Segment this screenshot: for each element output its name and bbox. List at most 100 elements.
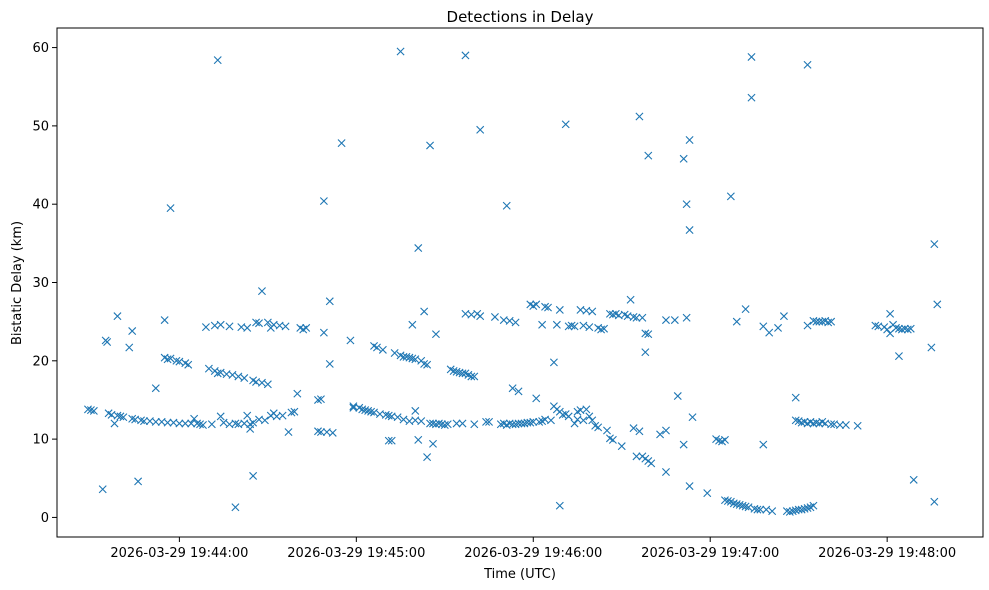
data-point (249, 471, 258, 480)
data-point (86, 406, 95, 415)
data-point (431, 330, 440, 339)
data-point (240, 374, 249, 383)
data-point (720, 496, 729, 505)
data-point (738, 501, 747, 510)
data-point (803, 504, 812, 513)
data-point (505, 316, 514, 325)
data-point (399, 415, 408, 424)
data-point (252, 318, 261, 327)
data-point (756, 505, 765, 514)
data-point (255, 319, 263, 328)
data-point (588, 307, 597, 316)
data-point (113, 312, 122, 321)
x-tick-label: 2026-03-29 19:47:00 (641, 546, 779, 561)
data-point (541, 302, 550, 311)
data-point (175, 357, 184, 366)
data-point (116, 412, 125, 421)
data-point (411, 355, 420, 364)
data-point (228, 370, 237, 379)
data-point (231, 503, 240, 512)
data-point (529, 417, 538, 426)
data-point (570, 322, 579, 331)
data-point (661, 426, 670, 435)
data-point (535, 417, 544, 426)
data-point (759, 322, 768, 331)
data-point (679, 154, 688, 163)
data-point (452, 419, 461, 428)
data-point (287, 408, 296, 417)
data-point (682, 313, 691, 322)
data-point (89, 406, 98, 415)
data-point (201, 323, 210, 332)
data-point (741, 502, 750, 511)
data-point (314, 427, 322, 436)
data-point (151, 384, 160, 393)
data-point (434, 419, 443, 428)
data-point (570, 419, 579, 428)
data-point (511, 318, 520, 327)
data-point (661, 316, 670, 325)
data-point (532, 300, 541, 309)
data-point (673, 392, 682, 401)
data-point (685, 226, 694, 235)
data-point (278, 411, 287, 420)
data-point (803, 321, 812, 330)
data-point (797, 505, 806, 514)
data-point (204, 364, 213, 373)
data-point (735, 500, 744, 509)
y-axis: 0 10 20 30 40 50 60 (32, 41, 57, 526)
data-point (930, 497, 939, 506)
data-point (585, 412, 594, 421)
data-point (257, 287, 266, 296)
data-point (608, 435, 617, 444)
data-point (647, 459, 656, 468)
data-point (257, 378, 266, 387)
data-point (894, 352, 903, 361)
data-point (160, 316, 169, 325)
data-point (788, 507, 797, 516)
data-point (800, 504, 809, 513)
data-point (688, 413, 697, 422)
data-point (564, 412, 573, 421)
data-point (803, 60, 812, 69)
data-point (140, 417, 148, 426)
data-point (774, 323, 783, 332)
data-point (809, 501, 818, 510)
data-point (449, 366, 458, 375)
data-point (370, 408, 379, 417)
data-point (243, 411, 252, 420)
data-point (906, 324, 915, 333)
data-point (402, 352, 411, 361)
data-point (249, 418, 258, 427)
data-point (635, 112, 644, 121)
data-point (119, 413, 128, 422)
data-point (638, 313, 647, 322)
data-point (546, 416, 555, 425)
data-point (417, 417, 426, 426)
data-point (219, 418, 228, 427)
data-point (172, 356, 181, 365)
data-point (594, 423, 603, 432)
data-point (396, 47, 405, 56)
data-point (125, 343, 134, 352)
y-tick-label: 40 (32, 198, 49, 213)
data-point (216, 320, 225, 329)
data-point (476, 125, 485, 134)
data-point (293, 389, 302, 398)
data-point (824, 318, 833, 327)
data-point (166, 354, 175, 363)
data-point (281, 322, 290, 331)
data-point (561, 120, 570, 129)
y-tick-label: 60 (32, 41, 49, 56)
data-point (597, 325, 606, 334)
data-point (933, 300, 942, 309)
data-point (886, 309, 895, 318)
data-point (166, 204, 175, 213)
data-point (372, 343, 381, 352)
data-point (827, 317, 836, 326)
data-point (426, 141, 435, 150)
data-point (458, 369, 467, 378)
data-point (328, 428, 337, 437)
data-point (768, 507, 777, 516)
data-point (582, 405, 591, 414)
